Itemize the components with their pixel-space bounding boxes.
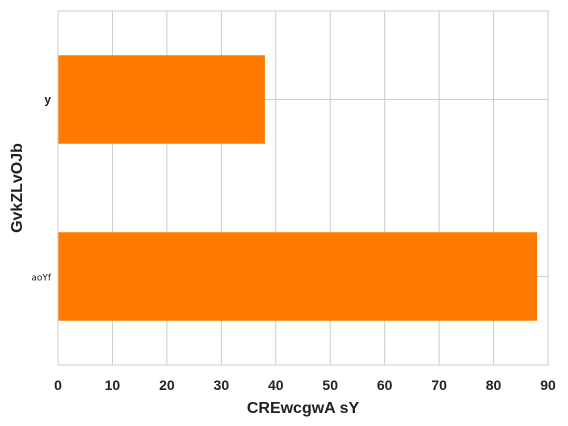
category-label: aoYf [31, 274, 52, 284]
x-tick-label: 70 [431, 377, 447, 393]
x-axis-title: CREwcgwA sY [247, 400, 360, 417]
x-tick-label: 40 [268, 377, 284, 393]
x-tick-label: 60 [377, 377, 393, 393]
bar-aoYf [58, 232, 538, 321]
y-axis-title: GvkZLvOJb [9, 143, 26, 233]
x-tick-label: 20 [159, 377, 175, 393]
category-label: y [44, 93, 51, 107]
x-tick-label: 30 [214, 377, 230, 393]
x-tick-label: 10 [105, 377, 121, 393]
x-tick-label: 90 [540, 377, 556, 393]
x-tick-label: 0 [54, 377, 62, 393]
x-tick-label: 50 [322, 377, 338, 393]
x-tick-label: 80 [486, 377, 502, 393]
category-labels: aoYf y [31, 93, 52, 284]
bars [58, 55, 538, 321]
bar-y [58, 55, 265, 144]
plot-frame [57, 10, 549, 366]
x-tick-labels: 0 10 20 30 40 50 60 70 80 90 [54, 377, 556, 393]
